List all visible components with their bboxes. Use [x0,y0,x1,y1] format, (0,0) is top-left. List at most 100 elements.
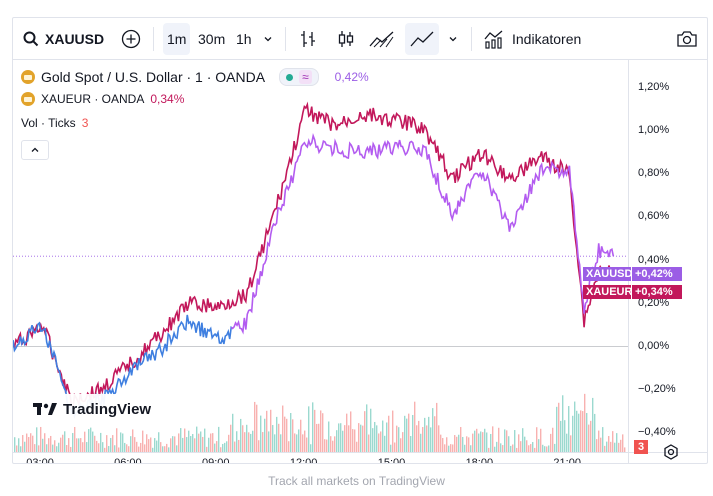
volume-bar [348,425,350,452]
volume-bar [448,445,450,452]
volume-bar [18,438,20,452]
volume-bar [184,428,186,452]
toolbar-divider [471,27,472,51]
volume-value-badge: 3 [634,440,648,454]
symbol-search[interactable]: XAUUSD [23,18,104,60]
indicators-button[interactable]: Indikatoren [484,18,581,60]
snapshot-button[interactable] [676,18,698,60]
interval-1m-button[interactable]: 1m [163,23,191,55]
main-series-legend[interactable]: Gold Spot / U.S. Dollar · 1 · OANDA ≈ 0,… [21,68,369,86]
volume-bar [384,435,386,452]
volume-bar [108,446,110,452]
volume-bar [388,415,390,452]
volume-bar [52,444,54,452]
volume-bar [478,433,480,452]
time-axis-label: 12:00 [289,457,318,464]
chart-settings-button[interactable] [663,444,679,463]
volume-bar [300,419,302,452]
volume-bar [332,440,334,452]
volume-bar [318,423,320,452]
chart-pane[interactable]: Gold Spot / U.S. Dollar · 1 · OANDA ≈ 0,… [13,60,707,464]
interval-30m-button[interactable]: 30m [198,18,225,60]
volume-bar [14,437,16,452]
volume-legend[interactable]: Vol · Ticks 3 [21,116,88,130]
volume-bar [62,434,64,452]
symbol-label: XAUUSD [45,31,105,47]
area-chart-type-button[interactable] [369,18,395,60]
volume-bar [30,433,32,452]
price-axis-label: 0,00% [638,339,670,352]
bars-chart-type-button[interactable] [299,18,317,60]
volume-bar [510,445,512,452]
tradingview-logo[interactable]: TradingView [23,394,162,424]
volume-bar [196,426,198,452]
price-plot[interactable] [13,60,707,464]
volume-bar [580,410,582,452]
volume-bar [400,438,402,452]
volume-bar [218,426,220,452]
volume-bar [406,418,408,452]
volume-bar [422,427,424,452]
volume-bar [210,433,212,452]
candles-chart-type-button[interactable] [337,18,355,60]
volume-bar [270,409,272,452]
volume-bar [268,431,270,452]
volume-bar [534,447,536,452]
volume-bar [228,434,230,452]
chart-type-dropdown-button[interactable] [448,18,458,60]
collapse-legend-button[interactable] [21,140,49,160]
volume-bar [428,416,430,452]
market-status-pill[interactable]: ≈ [279,68,319,86]
volume-bar [486,432,488,452]
volume-bar [244,432,246,452]
volume-bar [96,440,98,452]
price-axis-label: 0,40% [638,253,670,266]
volume-bar [194,438,196,452]
volume-bar [274,434,276,452]
interval-1h-button[interactable]: 1h [236,18,252,60]
volume-bar [56,446,58,452]
volume-bar [594,413,596,452]
volume-bar [54,440,56,452]
interval-dropdown-button[interactable] [263,18,273,60]
line-chart-type-button[interactable] [405,23,439,55]
volume-bar [116,428,118,452]
compare-symbol-button[interactable] [121,18,141,60]
compare-series-legend[interactable]: XAUEUR · OANDA 0,34% [21,92,184,106]
volume-bar [564,420,566,452]
volume-bar [458,434,460,452]
price-axis-label: 0,60% [638,210,670,223]
volume-bar [606,441,608,452]
interval-1m-label: 1m [167,31,187,47]
volume-bar [616,433,618,452]
volume-bar [334,436,336,452]
volume-bar [38,445,40,452]
volume-bar [584,393,586,452]
volume-bar [78,438,80,452]
volume-bar [60,437,62,452]
volume-bar [272,425,274,452]
volume-bar [72,433,74,452]
volume-bar [284,416,286,452]
volume-bar [484,428,486,452]
volume-bar [602,427,604,452]
volume-bar [436,402,438,452]
volume-bar [312,402,314,452]
footer-link[interactable]: Track all markets on TradingView [268,474,445,488]
compare-series-change: 0,34% [150,92,185,106]
volume-bar [152,447,154,452]
volume-bar [346,413,348,452]
gold-coin-icon [21,92,35,106]
volume-bar [90,427,92,452]
volume-bar [178,433,180,452]
volume-bar [16,445,18,452]
volume-bar [234,441,236,452]
volume-bar [324,439,326,452]
volume-bar [446,437,448,452]
volume-bar [532,442,534,452]
volume-bar [526,440,528,452]
volume-bar [266,410,268,452]
interval-1h-label: 1h [236,31,252,47]
volume-bar [442,438,444,452]
volume-bar [576,410,578,452]
